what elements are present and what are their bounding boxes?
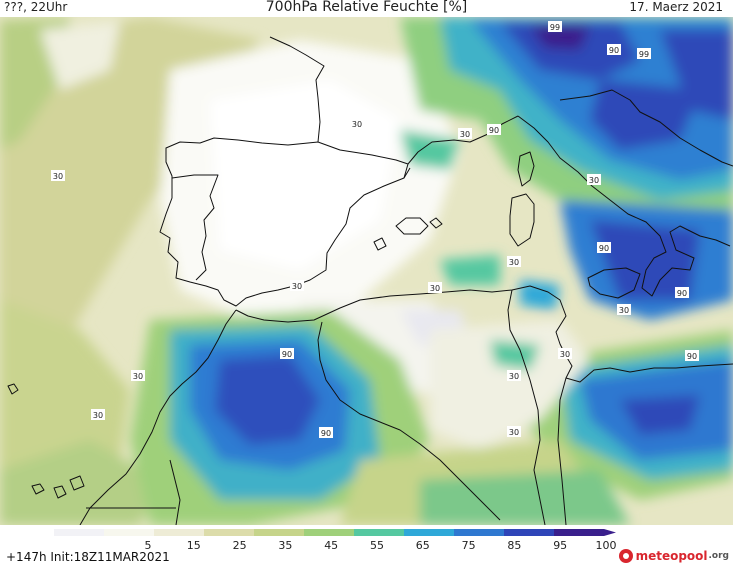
contour-labels: 99 90 99 30 30 90 30 30 90 30 30 30 90 3… [51,21,699,438]
map-header: ???, 22Uhr 700hPa Relative Feuchte [%] 1… [0,0,733,17]
contour-label: 30 [507,426,521,437]
colorbar-tick-label: 85 [507,539,521,549]
colorbar-ticks: 5 15 25 35 45 55 65 75 85 95 100 [145,539,617,549]
contour-label-text: 30 [509,428,519,437]
contour-label-text: 30 [560,350,570,359]
contour-label-text: 90 [609,46,619,55]
contour-label-text: 90 [687,352,697,361]
colorbar-tick-label: 65 [416,539,430,549]
colorbar-tick-label: 75 [462,539,476,549]
map-title: 700hPa Relative Feuchte [%] [265,0,468,15]
contour-label-text: 90 [599,244,609,253]
contour-label: 90 [487,124,501,135]
contour-label: 90 [607,44,621,55]
meteopool-logo-icon [618,549,633,563]
contour-label: 90 [280,348,294,359]
colorbar-swatch [504,529,554,536]
colorbar-swatch [354,529,404,536]
contour-label-text: 30 [133,372,143,381]
contour-label-text: 30 [93,411,103,420]
colorbar-tick-label: 95 [553,539,567,549]
contour-label: 30 [350,118,364,129]
colorbar-swatch [154,529,204,536]
model-run-info: +147h Init:18Z11MAR2021 [6,550,170,564]
contour-label: 90 [675,287,689,298]
contour-label: 99 [548,21,562,32]
colorbar-swatch [204,529,254,536]
colorbar-tick-label: 100 [596,539,617,549]
contour-label: 90 [685,350,699,361]
contour-label-text: 30 [53,172,63,181]
contour-label: 30 [507,370,521,381]
colorbar-swatch [304,529,354,536]
humidity-field [0,17,733,525]
contour-label-text: 90 [321,429,331,438]
colorbar-swatch [554,529,604,536]
colorbar-tick-label: 55 [370,539,384,549]
contour-label: 90 [319,427,333,438]
forecast-time-label: ???, 22Uhr [4,0,68,14]
contour-label-text: 99 [550,23,560,32]
humidity-colorbar: 5 15 25 35 45 55 65 75 85 95 100 [54,529,617,549]
logo-domain: .org [708,551,729,561]
colorbar-swatch [454,529,504,536]
colorbar-end-arrow [604,529,616,536]
colorbar-tick-label: 5 [145,539,152,549]
humidity-map: 99 90 99 30 30 90 30 30 90 30 30 30 90 3… [0,17,733,525]
logo-text: meteopool [635,549,708,563]
contour-label-text: 30 [509,258,519,267]
forecast-date-label: 17. Maerz 2021 [629,0,723,14]
contour-label: 30 [558,348,572,359]
map-footer: 5 15 25 35 45 55 65 75 85 95 100 +147h Init:18Z11M… [0,525,733,566]
colorbar-swatch [54,529,104,536]
contour-label: 30 [458,128,472,139]
contour-label-text: 90 [677,289,687,298]
colorbar-swatches [54,529,616,536]
contour-label: 99 [637,48,651,59]
meteopool-logo: meteopool .org [618,547,729,565]
colorbar-swatch [104,529,154,536]
colorbar-swatch [404,529,454,536]
contour-label: 30 [51,170,65,181]
contour-label-text: 30 [619,306,629,315]
contour-label-text: 99 [639,50,649,59]
contour-label: 30 [131,370,145,381]
contour-label: 30 [428,282,442,293]
contour-label: 90 [597,242,611,253]
contour-label-text: 90 [489,126,499,135]
contour-label: 30 [91,409,105,420]
contour-label: 30 [587,174,601,185]
contour-label-text: 90 [282,350,292,359]
colorbar-tick-label: 35 [278,539,292,549]
contour-label: 30 [617,304,631,315]
colorbar-tick-label: 45 [324,539,338,549]
contour-label-text: 30 [589,176,599,185]
contour-label-text: 30 [460,130,470,139]
coastlines [7,36,733,525]
contour-label-text: 30 [352,120,362,129]
contour-label: 30 [507,256,521,267]
contour-label-text: 30 [292,282,302,291]
contour-label-text: 30 [430,284,440,293]
contour-label-text: 30 [509,372,519,381]
colorbar-swatch [254,529,304,536]
contour-label: 30 [290,280,304,291]
colorbar-tick-label: 15 [187,539,201,549]
colorbar-tick-label: 25 [233,539,247,549]
